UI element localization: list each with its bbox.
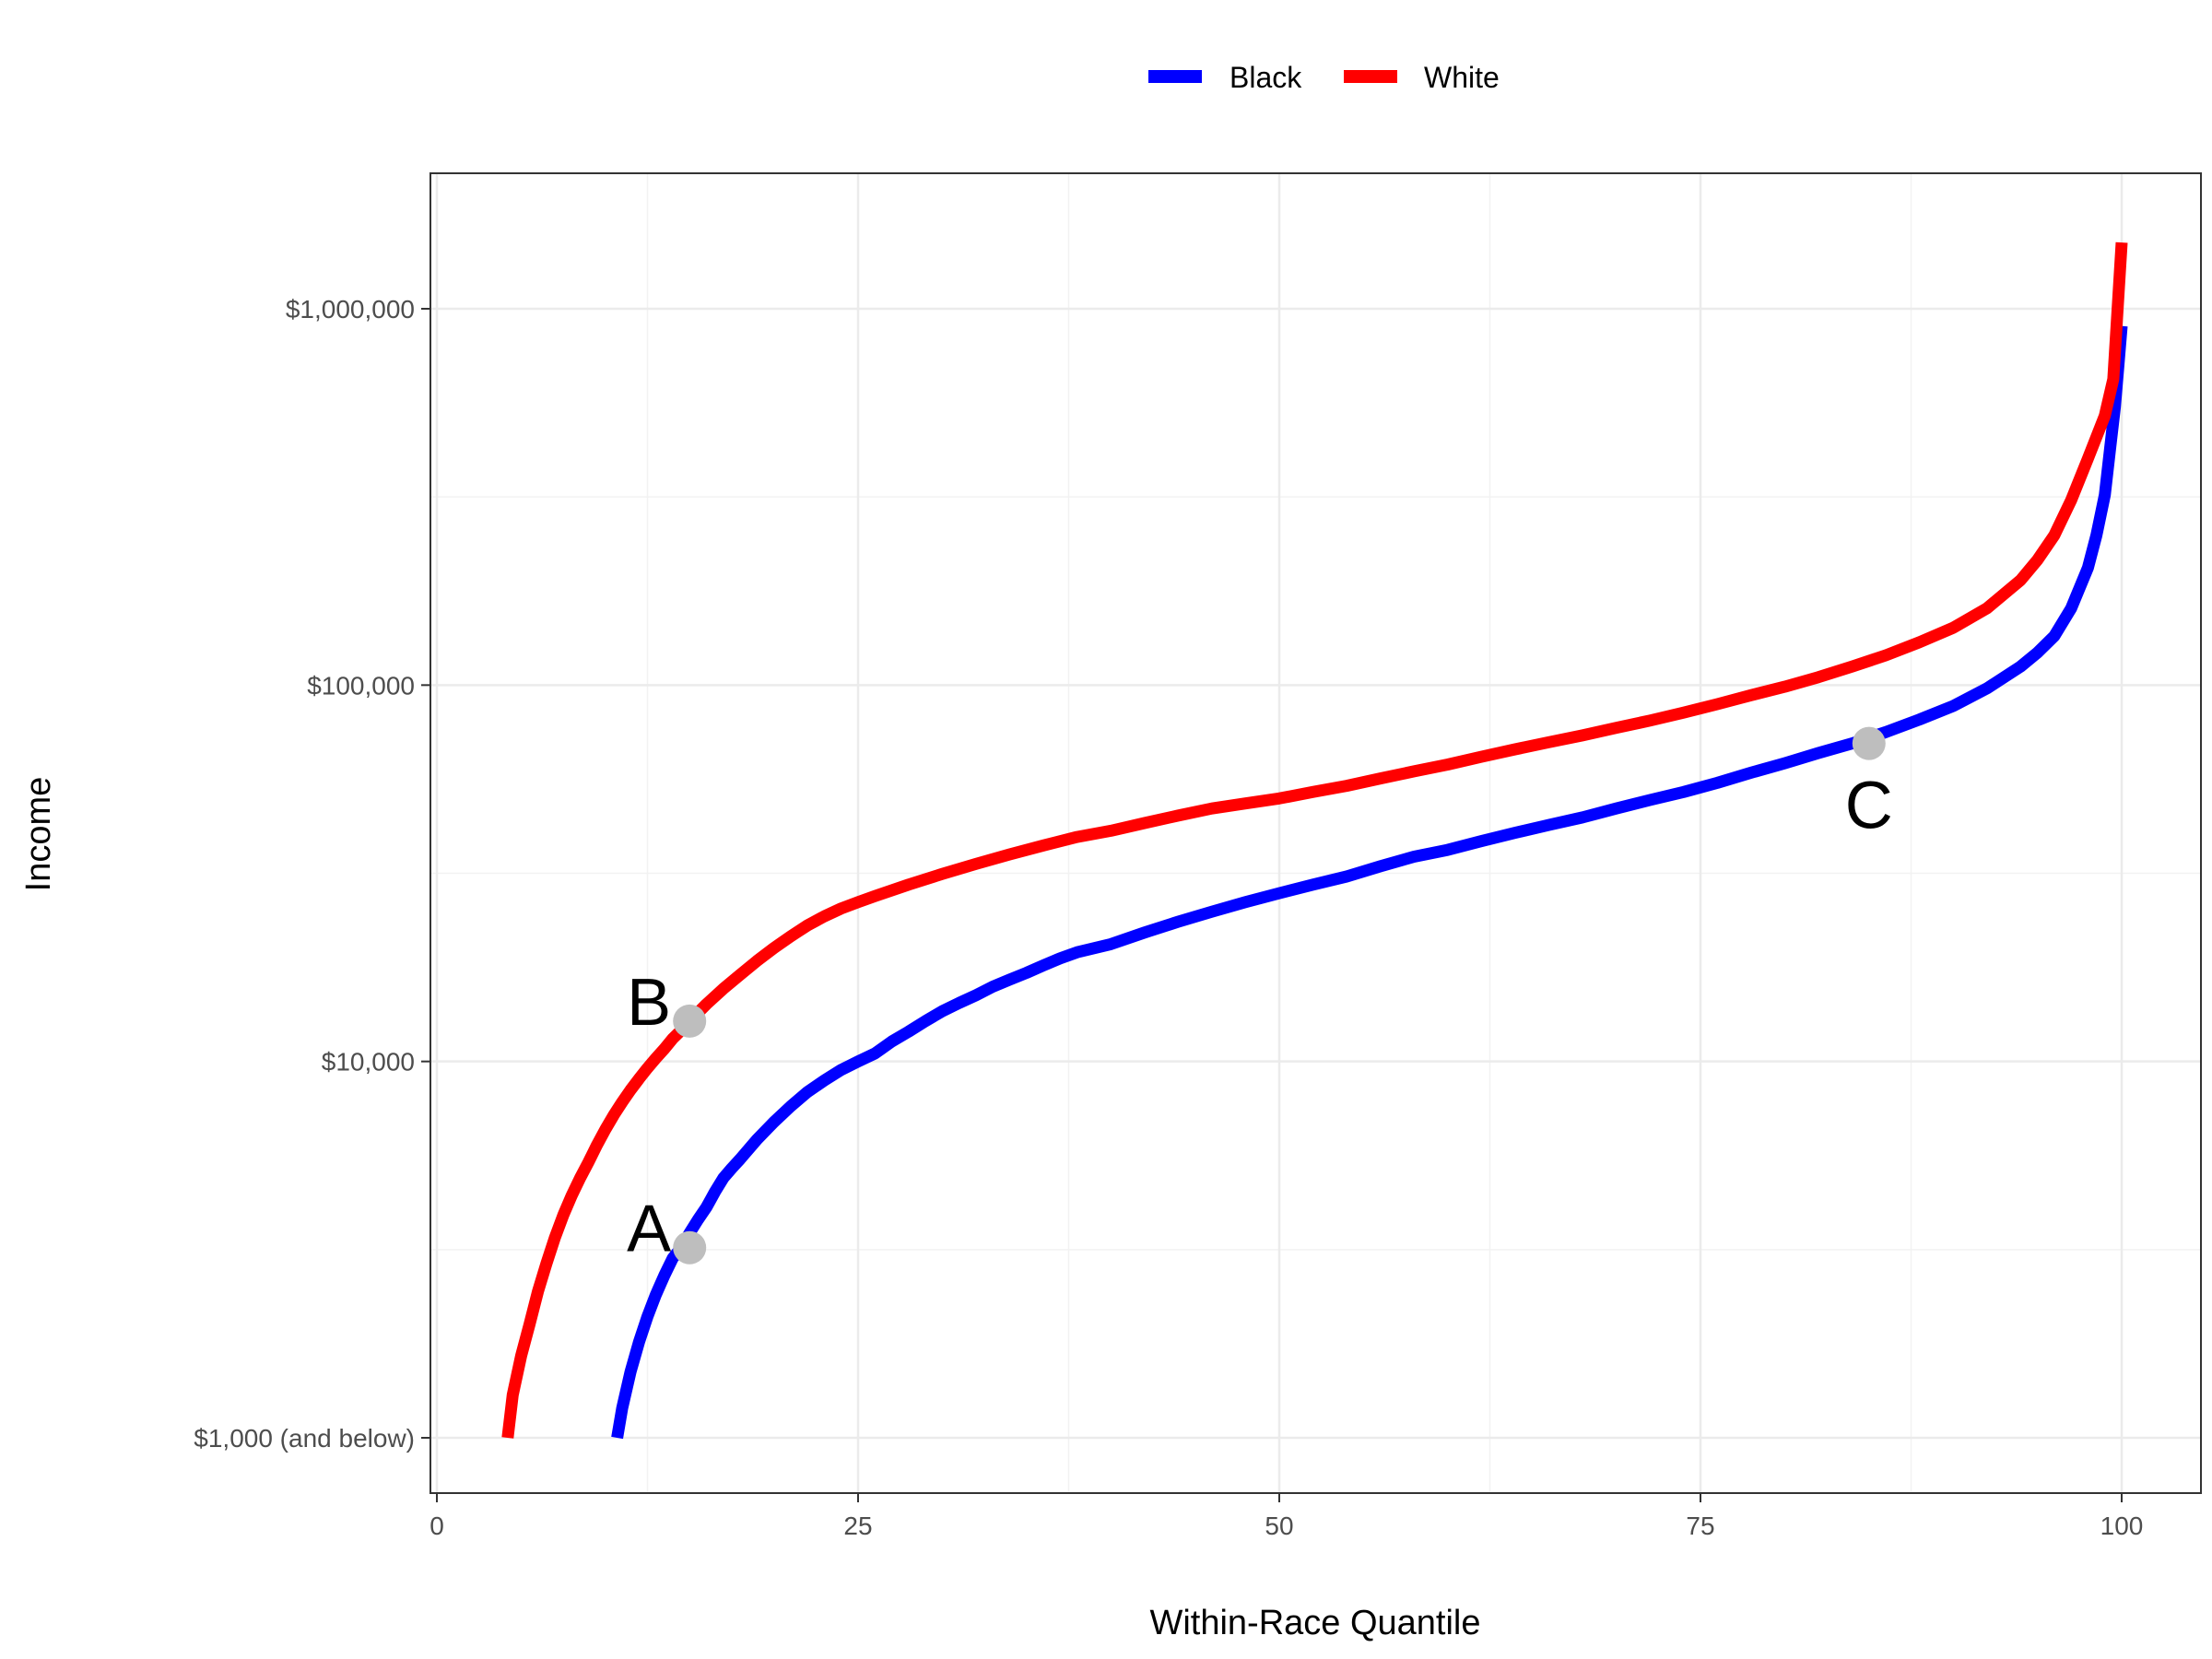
minor-gridlines (430, 173, 2201, 1493)
point-label-b: B (627, 966, 671, 1040)
legend-label-black: Black (1230, 61, 1302, 94)
point-label-a: A (627, 1193, 671, 1266)
y-tick-label: $1,000 (and below) (194, 1424, 415, 1453)
y-tick-label: $1,000,000 (286, 295, 415, 324)
x-axis-title: Within-Race Quantile (1149, 1604, 1480, 1642)
x-tick-label: 50 (1265, 1512, 1293, 1540)
y-axis: $1,000 (and below) $10,000 $100,000 $1,000,… (194, 295, 430, 1453)
series-line-white (501, 241, 2128, 1439)
major-gridlines (430, 173, 2201, 1493)
point-c (1852, 726, 1886, 760)
x-tick-label: 0 (429, 1512, 444, 1540)
y-tick-label: $100,000 (307, 671, 415, 700)
x-tick-label: 100 (2100, 1512, 2144, 1540)
point-label-c: C (1845, 770, 1893, 843)
x-axis: 0 25 50 75 100 (429, 1493, 2143, 1540)
point-b (673, 1004, 707, 1038)
x-tick-label: 75 (1686, 1512, 1714, 1540)
series-line-black (611, 325, 2128, 1440)
plot-panel-border (429, 172, 2202, 1494)
legend-label-white: White (1424, 61, 1500, 94)
x-tick-label: 25 (843, 1512, 872, 1540)
legend: Black White (1148, 61, 1500, 94)
annotated-points: A B C (627, 726, 1893, 1266)
y-tick-label: $10,000 (322, 1048, 415, 1077)
point-a (673, 1230, 707, 1265)
y-axis-title: Income (19, 777, 58, 892)
series-lines (501, 241, 2128, 1440)
